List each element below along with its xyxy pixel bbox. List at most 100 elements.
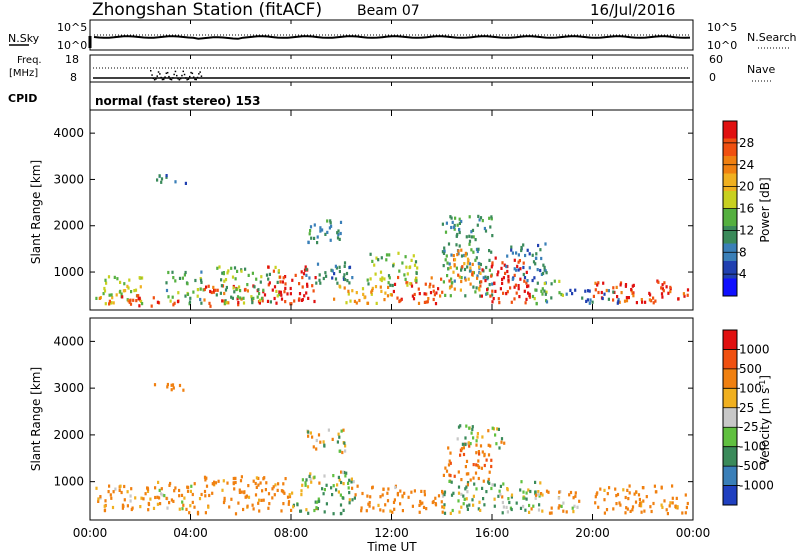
nave-dot [168, 75, 170, 78]
data-cell [447, 267, 450, 271]
data-cell [340, 429, 343, 433]
data-cell [640, 504, 643, 508]
data-cell [108, 293, 111, 297]
data-cell [111, 296, 114, 300]
data-cell [309, 229, 312, 233]
data-cell [331, 437, 334, 441]
x-tick-label: 20:00 [575, 526, 610, 540]
nave-dot [196, 76, 199, 79]
data-cell [142, 497, 145, 501]
data-cell [578, 499, 581, 503]
data-cell [383, 298, 386, 302]
data-cell [453, 263, 456, 267]
data-cell [347, 481, 350, 485]
nave-dot [164, 76, 166, 78]
data-cell [119, 289, 122, 293]
data-cell [475, 487, 478, 491]
data-cell [562, 501, 565, 505]
data-cell [635, 490, 638, 494]
data-cell [339, 503, 343, 507]
data-cell [443, 506, 446, 510]
data-cell [407, 495, 410, 499]
data-cell [224, 278, 228, 282]
data-cell [311, 435, 314, 439]
data-cell [240, 490, 243, 494]
nave-dot [169, 78, 171, 80]
data-cell [493, 504, 496, 508]
data-cell [491, 426, 494, 430]
data-cell [451, 508, 454, 513]
data-cell [491, 261, 494, 265]
data-cell [477, 214, 480, 218]
data-cell [183, 496, 186, 500]
nave-dot [166, 71, 169, 74]
data-cell [432, 284, 435, 288]
data-cell [468, 234, 471, 238]
data-cell [450, 225, 453, 230]
data-cell [423, 292, 426, 296]
data-cell [104, 278, 107, 282]
data-cell [218, 265, 221, 269]
data-cell [167, 295, 170, 299]
data-cell [203, 287, 206, 292]
data-cell [471, 272, 474, 276]
data-cell [448, 262, 451, 266]
data-cell [498, 446, 501, 450]
data-cell [103, 504, 106, 508]
data-cell [569, 288, 572, 292]
data-cell [550, 296, 553, 300]
data-cell [350, 477, 353, 481]
data-cell [189, 296, 192, 300]
data-cell [425, 507, 428, 511]
data-cell [466, 265, 469, 269]
data-cell [594, 495, 597, 499]
data-cell [497, 270, 500, 274]
data-cell [251, 503, 254, 507]
data-cell [156, 495, 159, 499]
data-cell [444, 466, 447, 470]
colorbar-tick-label: 4 [739, 267, 747, 281]
data-cell [284, 275, 287, 279]
data-cell [472, 285, 475, 289]
data-cell [371, 288, 374, 292]
nave-dot [165, 72, 168, 75]
data-cell [625, 296, 628, 300]
data-cell [355, 301, 358, 305]
data-cell [496, 427, 499, 431]
data-cell [518, 295, 521, 299]
data-cell [222, 272, 225, 276]
data-cell [265, 481, 268, 485]
data-cell [224, 299, 227, 303]
data-cell [307, 434, 310, 438]
data-cell [322, 492, 325, 496]
data-cell [645, 495, 648, 499]
data-cell [172, 499, 175, 503]
data-cell [232, 482, 235, 486]
noise-tick-lo: 10^0 [57, 39, 87, 52]
data-cell [615, 285, 618, 289]
data-cell [550, 282, 553, 286]
data-cell [574, 288, 577, 292]
data-cell [222, 500, 226, 505]
data-cell [203, 475, 207, 479]
data-cell [366, 278, 369, 282]
data-cell [216, 266, 219, 270]
data-cell [170, 498, 173, 502]
data-cell [603, 488, 606, 492]
data-cell [524, 253, 527, 258]
nave-dot [181, 74, 183, 77]
data-cell [325, 274, 328, 278]
data-cell [650, 509, 653, 514]
data-cell [528, 252, 531, 256]
data-cell [135, 299, 138, 303]
colorbar-segment [723, 485, 737, 506]
data-cell [174, 180, 177, 184]
data-cell [594, 281, 597, 285]
nave-dot [200, 75, 203, 77]
data-cell [333, 297, 336, 301]
data-cell [524, 508, 527, 512]
data-cell [684, 493, 687, 497]
data-cell [479, 508, 482, 512]
data-cell [562, 509, 565, 513]
data-cell [260, 498, 263, 502]
